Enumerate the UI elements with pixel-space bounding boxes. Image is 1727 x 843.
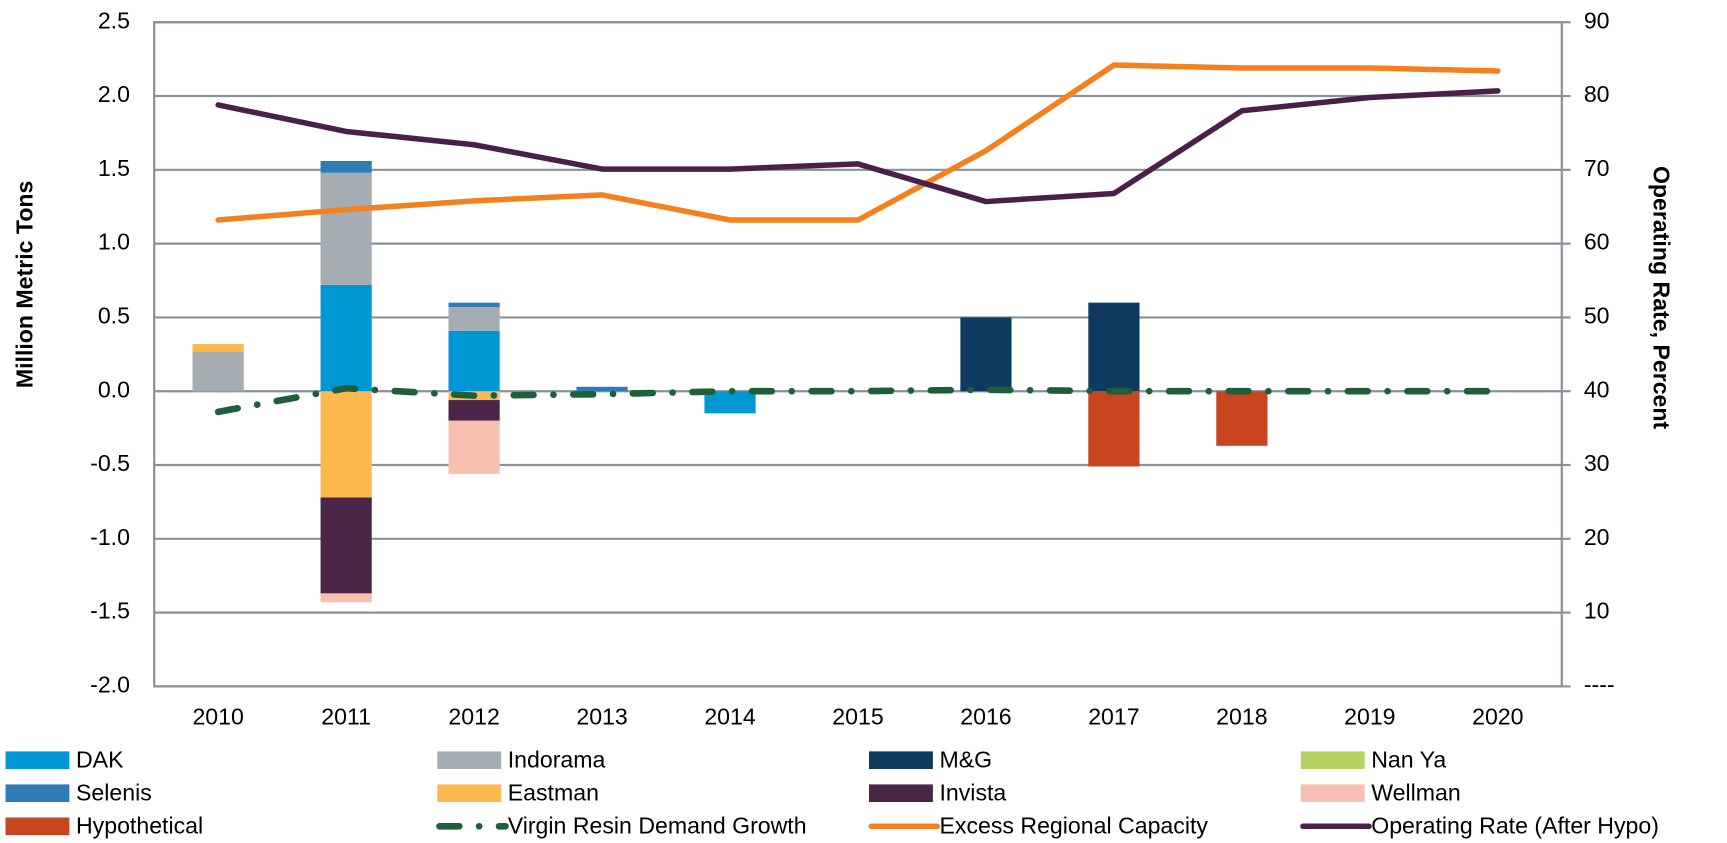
legend-label: Virgin Resin Demand Growth [508, 812, 807, 838]
y2-tick-label: 50 [1584, 303, 1610, 329]
y-axis-label: Million Metric Tons [12, 181, 38, 389]
bar-segment [1088, 302, 1140, 392]
legend-swatch [5, 784, 70, 803]
bar-segment [448, 420, 500, 474]
legend-label: DAK [76, 746, 124, 772]
bar-segment [1216, 391, 1268, 446]
y-tick-label: -2.0 [90, 671, 130, 697]
y2-tick-label: 10 [1584, 598, 1610, 624]
x-tick-label: 2014 [704, 703, 756, 729]
legend-swatch [5, 751, 70, 769]
y2-tick-label: 60 [1584, 229, 1610, 255]
legend-label: Excess Regional Capacity [939, 812, 1208, 838]
bar-segment [192, 343, 244, 352]
y-tick-label: 1.5 [98, 155, 130, 181]
x-tick-label: 2011 [321, 703, 371, 729]
x-tick-label: 2010 [192, 703, 243, 729]
legend-swatch [869, 751, 933, 769]
bar-segment [320, 593, 372, 603]
y2-tick-label: 30 [1584, 450, 1610, 476]
y2-tick-label: ---- [1584, 671, 1615, 697]
y-tick-label: -0.5 [90, 450, 130, 476]
bar-segment [1088, 391, 1140, 467]
x-tick-label: 2016 [960, 703, 1011, 729]
y-tick-label: -1.5 [90, 598, 130, 624]
x-tick-label: 2017 [1088, 703, 1139, 729]
legend-swatch [5, 817, 70, 836]
line-series [215, 62, 1501, 223]
legend-label: Indorama [508, 746, 606, 772]
legend-label: Eastman [508, 779, 599, 805]
y2-axis-label: Operating Rate, Percent [1649, 166, 1675, 430]
bar-segment [192, 351, 244, 392]
x-tick-label: 2020 [1472, 703, 1523, 729]
y2-tick-label: 70 [1584, 155, 1610, 181]
legend-swatch [437, 784, 502, 803]
y2-tick-label: 80 [1584, 81, 1610, 107]
y-tick-label: 0.5 [98, 303, 130, 329]
y2-tick-label: 20 [1584, 524, 1610, 550]
bar-segment [448, 330, 500, 392]
bar-segment [448, 400, 500, 421]
bar-segment [320, 497, 372, 594]
x-tick-label: 2015 [832, 703, 883, 729]
bar-segment [320, 172, 372, 285]
legend-label: Invista [939, 779, 1006, 805]
x-tick-label: 2013 [576, 703, 627, 729]
legend-swatch [1300, 784, 1365, 803]
line-series [214, 384, 1502, 416]
legend-label: M&G [939, 746, 992, 772]
y-tick-label: 2.5 [98, 7, 130, 33]
x-tick-label: 2018 [1216, 703, 1267, 729]
bar-segment [320, 284, 372, 392]
y-tick-label: -1.0 [90, 524, 130, 550]
bar-segment [448, 307, 500, 331]
bar-segment [448, 302, 500, 308]
legend-label: Wellman [1371, 779, 1460, 805]
y2-tick-label: 90 [1584, 7, 1610, 33]
bar-segment [960, 317, 1012, 392]
bar-segment [320, 391, 372, 498]
legend-label: Operating Rate (After Hypo) [1371, 812, 1659, 838]
y2-tick-label: 40 [1584, 376, 1610, 402]
legend-swatch [437, 751, 502, 769]
legend-label: Nan Ya [1371, 746, 1446, 772]
line-series [215, 88, 1501, 205]
x-tick-label: 2019 [1344, 703, 1395, 729]
legend-swatch [1300, 751, 1365, 769]
y-tick-label: 0.0 [98, 376, 130, 402]
y-tick-label: 1.0 [98, 229, 130, 255]
bar-segment [320, 160, 372, 173]
bar-segment [704, 391, 756, 414]
legend-swatch [869, 784, 933, 803]
y-tick-label: 2.0 [98, 81, 130, 107]
x-tick-label: 2012 [448, 703, 499, 729]
plot-border [153, 21, 1563, 688]
legend-label: Selenis [76, 779, 152, 805]
legend-label: Hypothetical [76, 812, 203, 838]
bar-segment [576, 386, 628, 392]
